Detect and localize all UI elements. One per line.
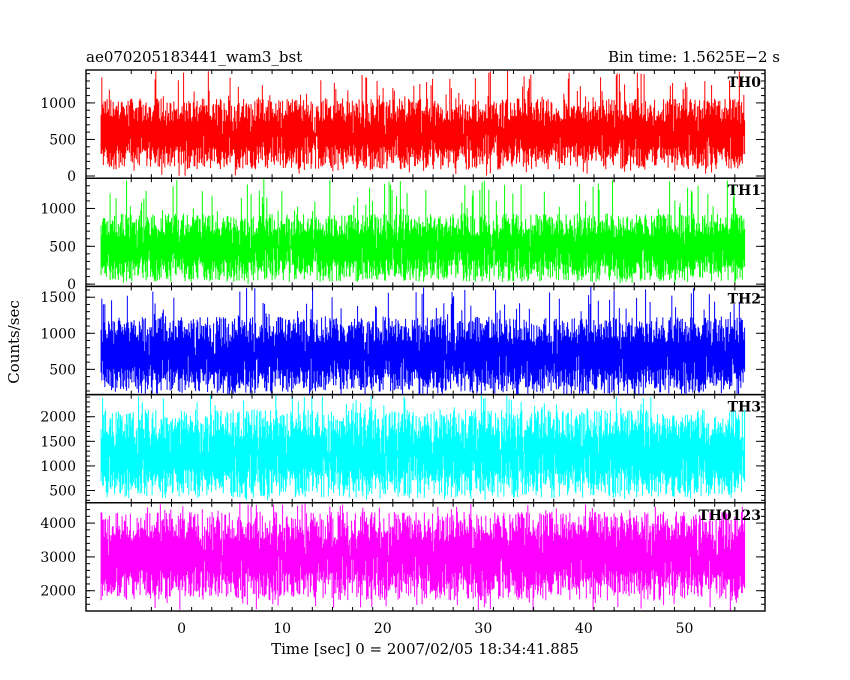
panel-th2: 500 1000 1500 TH2 <box>40 285 766 396</box>
panel-label-th0: TH0 <box>728 75 762 91</box>
panel-th3: 500 1000 1500 2000 TH3 <box>40 393 766 504</box>
x-tick-label: 40 <box>575 621 593 637</box>
x-axis: 0 10 20 30 40 50 <box>177 621 693 637</box>
panels-group: 0 500 1000 TH0 0 500 1000 TH1 500 1000 1500 TH2 500 1… <box>40 69 766 612</box>
x-axis-label: Time [sec] 0 = 2007/02/05 18:34:41.885 <box>271 640 579 658</box>
panel-th1: 0 500 1000 TH1 <box>40 177 766 293</box>
panel-label-th2: TH2 <box>728 291 761 307</box>
y-tick-label: 500 <box>49 362 76 378</box>
y-tick-label: 500 <box>49 484 76 500</box>
panel-label-th3: TH3 <box>728 400 761 416</box>
series-line-th1 <box>100 178 746 284</box>
y-axis-label: Counts/sec <box>5 300 23 384</box>
series-line-th3 <box>100 394 746 501</box>
x-tick-label: 10 <box>273 621 291 637</box>
y-tick-label: 1500 <box>40 434 76 450</box>
x-tick-label: 30 <box>474 621 492 637</box>
series-line-th2 <box>100 286 746 395</box>
panel-th0123: 2000 3000 4000 TH0123 <box>40 502 766 612</box>
y-tick-label: 0 <box>67 277 76 293</box>
panel-th0: 0 500 1000 TH0 <box>40 69 766 185</box>
series-line-th0123 <box>100 503 746 611</box>
y-tick-label: 1000 <box>40 96 76 112</box>
panel-label-th0123: TH0123 <box>698 508 761 524</box>
y-tick-label: 500 <box>49 132 76 148</box>
chart-title: ae070205183441_wam3_bst <box>86 48 302 66</box>
x-tick-label: 0 <box>177 621 186 637</box>
y-tick-label: 1000 <box>40 201 76 217</box>
y-tick-label: 4000 <box>40 516 76 532</box>
y-tick-label: 0 <box>67 169 76 185</box>
x-tick-label: 20 <box>374 621 392 637</box>
x-tick-label: 50 <box>676 621 694 637</box>
series-line-th0 <box>100 71 746 176</box>
y-tick-label: 3000 <box>40 550 76 566</box>
y-tick-label: 1000 <box>40 459 76 475</box>
y-tick-label: 500 <box>49 239 76 255</box>
y-tick-label: 2000 <box>40 584 76 600</box>
panel-label-th1: TH1 <box>728 183 761 199</box>
y-tick-label: 2000 <box>40 410 76 426</box>
bin-time-label: Bin time: 1.5625E−2 s <box>608 48 780 66</box>
y-tick-label: 1000 <box>40 326 76 342</box>
y-tick-label: 1500 <box>40 290 76 306</box>
